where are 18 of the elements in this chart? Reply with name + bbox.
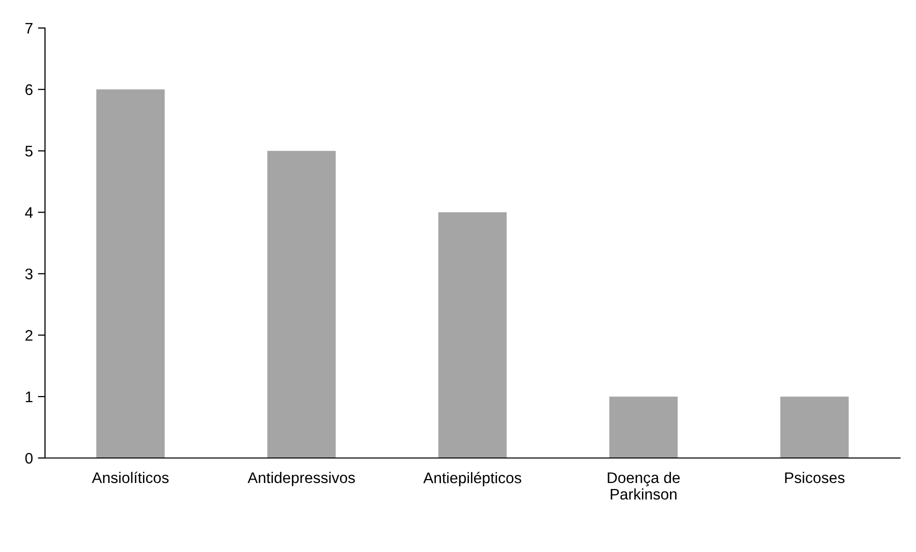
bar bbox=[780, 396, 849, 458]
x-tick-label: Doença de Parkinson bbox=[608, 472, 680, 500]
x-tick-label: Ansiolíticos bbox=[92, 472, 169, 484]
x-tick-label: Psicoses bbox=[785, 472, 845, 484]
y-tick-label: 3 bbox=[25, 268, 33, 280]
y-tick-label: 5 bbox=[25, 146, 33, 157]
x-tick-label: Antidepressivos bbox=[248, 472, 355, 486]
x-tick-label: Antiepilépticos bbox=[423, 472, 522, 486]
y-tick-label: 1 bbox=[26, 392, 32, 402]
y-tick-label: 7 bbox=[25, 23, 32, 34]
bar bbox=[96, 89, 165, 458]
y-tick-label: 4 bbox=[25, 207, 33, 218]
bar bbox=[609, 396, 678, 458]
y-tick-label: 0 bbox=[25, 452, 33, 464]
bar bbox=[267, 150, 336, 458]
y-tick-label: 2 bbox=[25, 330, 32, 341]
y-tick-label: 6 bbox=[25, 84, 33, 96]
bar bbox=[438, 212, 507, 458]
